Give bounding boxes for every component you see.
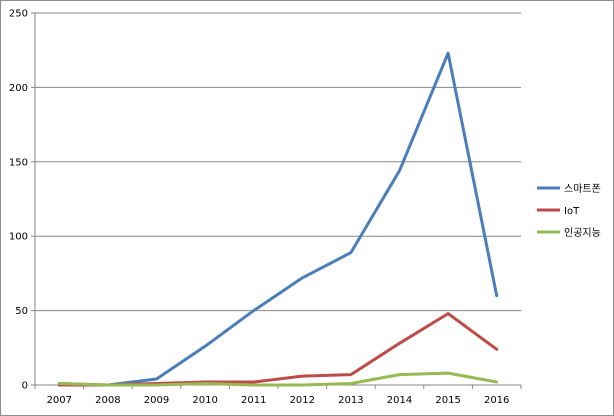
gridlines — [35, 12, 521, 312]
x-tick-label: 2010 — [192, 395, 217, 406]
x-tick-label: 2016 — [484, 395, 509, 406]
legend: 스마트폰 IoT 인공지능 — [537, 183, 601, 239]
x-tick-label: 2014 — [387, 395, 412, 406]
x-tick-label: 2012 — [290, 395, 315, 406]
x-tick-label: 2011 — [241, 395, 266, 406]
y-tick-label: 0 — [22, 381, 28, 392]
x-tick-label: 2013 — [338, 395, 363, 406]
y-tick-label: 150 — [9, 157, 28, 168]
series-line-0 — [57, 51, 499, 387]
legend-label-1: IoT — [564, 206, 580, 217]
x-tick-label: 2008 — [95, 395, 120, 406]
series-line-2 — [57, 371, 499, 387]
legend-label-2: 인공지능 — [564, 227, 601, 239]
y-tick-label: 250 — [9, 9, 28, 20]
legend-label-0: 스마트폰 — [564, 183, 601, 195]
y-tick-label: 200 — [9, 83, 28, 94]
x-tick-label: 2007 — [47, 395, 72, 406]
series-lines — [57, 51, 499, 387]
y-tick-labels: 0 50 100 150 200 250 — [9, 9, 28, 392]
y-tick-label: 100 — [9, 232, 28, 243]
x-tick-label: 2009 — [144, 395, 169, 406]
y-tick-label: 50 — [15, 306, 28, 317]
axes — [31, 12, 522, 389]
x-tick-labels: 2007 2008 2009 2010 2011 2012 2013 2014 2015 2016 — [47, 395, 510, 406]
x-tick-label: 2015 — [435, 395, 460, 406]
